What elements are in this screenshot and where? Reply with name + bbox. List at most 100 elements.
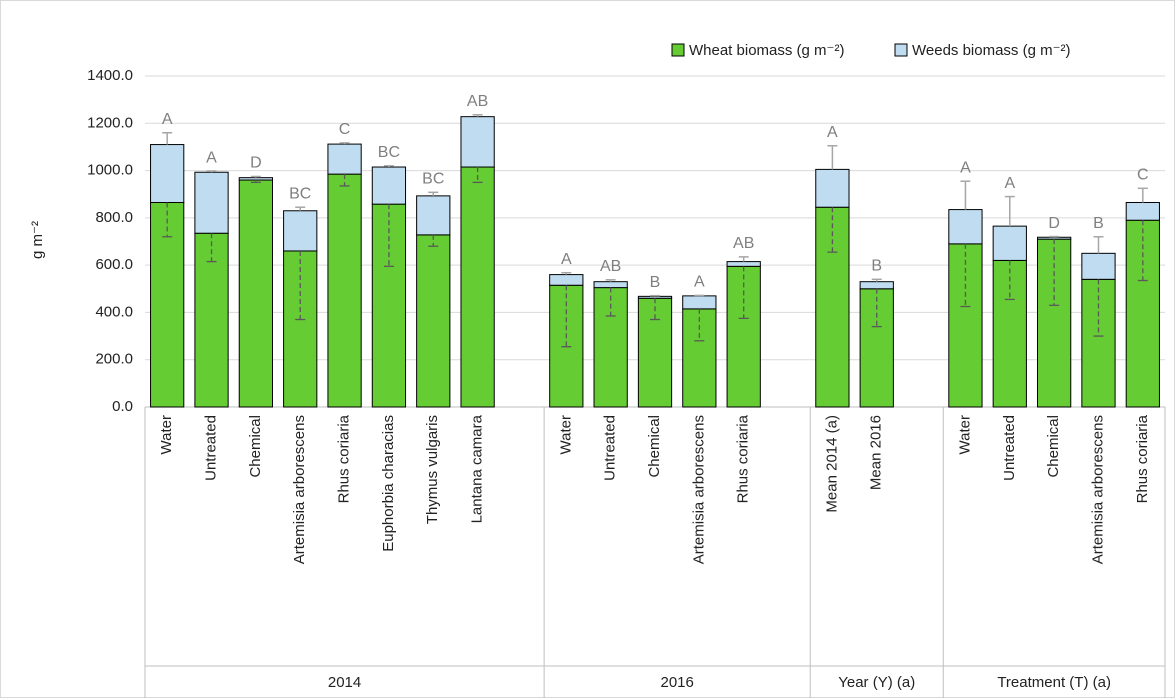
y-tick-label: 1000.0 <box>87 162 133 179</box>
bar-segment <box>726 265 761 408</box>
bar-segment <box>327 143 362 175</box>
significance-letter: A <box>561 251 572 268</box>
error-bar <box>250 175 261 178</box>
error-bar <box>871 288 882 328</box>
error-bar <box>1004 195 1015 227</box>
x-tick-label: Water <box>557 415 574 454</box>
significance-letter: C <box>1137 167 1149 184</box>
bar-segment <box>593 281 628 289</box>
group-label: Year (Y) (a) <box>838 674 915 691</box>
significance-letter: B <box>871 258 882 275</box>
y-tick-label: 200.0 <box>95 351 133 368</box>
error-bar <box>250 180 261 184</box>
bar-segment <box>1081 278 1116 408</box>
error-bar <box>738 256 749 262</box>
error-bar <box>827 144 838 170</box>
significance-letter: C <box>339 121 351 138</box>
x-tick-label: Thymus vulgaris <box>424 415 441 524</box>
bar-segment <box>549 274 584 286</box>
significance-letter: AB <box>467 93 488 110</box>
significance-letter: BC <box>378 144 400 161</box>
bar-segment <box>416 195 451 236</box>
group-label: 2014 <box>328 674 361 691</box>
x-tick-label: Chemical <box>1045 415 1062 478</box>
y-tick-label: 1400.0 <box>87 67 133 84</box>
x-tick-label: Euphorbia characias <box>380 415 397 552</box>
significance-letter: B <box>1093 215 1104 232</box>
significance-letter: BC <box>422 171 444 188</box>
legend-swatch <box>671 43 685 57</box>
bar-segment <box>726 261 761 267</box>
bar-segment <box>150 201 185 408</box>
bar-segment <box>194 171 229 234</box>
y-tick-label: 0.0 <box>112 398 133 415</box>
significance-letter: A <box>206 149 217 166</box>
error-bar <box>162 131 173 145</box>
error-bar <box>428 234 439 247</box>
x-tick-label: Artemisia arborescens <box>690 415 707 564</box>
error-bar <box>561 285 572 348</box>
error-bar <box>383 204 394 267</box>
significance-letter: D <box>250 155 262 172</box>
x-tick-label: Untreated <box>602 415 619 481</box>
bar-segment <box>371 166 407 205</box>
bar-segment <box>283 250 318 408</box>
error-bar <box>339 142 350 145</box>
bar-segment <box>992 259 1027 408</box>
error-bar <box>472 167 483 184</box>
significance-letter: BC <box>289 185 311 202</box>
significance-letter: A <box>827 124 838 141</box>
error-bar <box>871 278 882 282</box>
x-tick-label: Rhus coriaria <box>735 414 752 503</box>
group-label: 2016 <box>660 674 693 691</box>
x-tick-label: Untreated <box>1001 415 1018 481</box>
y-tick-label: 800.0 <box>95 209 133 226</box>
x-tick-label: Artemisia arborescens <box>1089 415 1106 564</box>
bar-segment <box>1125 201 1160 221</box>
error-bar <box>1049 239 1060 306</box>
x-tick-label: Lantana camara <box>469 414 486 523</box>
error-bar <box>428 191 439 196</box>
bar-segment <box>859 281 894 290</box>
error-bar <box>162 202 173 238</box>
x-tick-label: Chemical <box>646 415 663 478</box>
legend-label: Wheat biomass (g m⁻²) <box>689 42 844 59</box>
error-bar <box>339 174 350 187</box>
significance-letter: D <box>1048 215 1060 232</box>
bar-segment <box>371 203 407 408</box>
error-bar <box>295 206 306 211</box>
bar-segment <box>815 168 850 208</box>
error-bar <box>472 114 483 117</box>
x-tick-label: Rhus coriaria <box>336 414 353 503</box>
significance-letter: A <box>1004 175 1015 192</box>
bar-segment <box>460 116 495 168</box>
bar-segment <box>637 295 673 299</box>
y-axis-label: g m⁻² <box>29 221 46 259</box>
significance-letter: AB <box>733 235 754 252</box>
bar-segment <box>1125 219 1160 408</box>
error-bar <box>1049 235 1060 238</box>
error-bar <box>605 287 616 317</box>
bar-segment <box>1081 252 1116 280</box>
error-bar <box>1093 279 1104 337</box>
significance-letter: A <box>162 111 173 128</box>
error-bar <box>605 279 616 282</box>
error-bar <box>694 308 705 342</box>
bar-segment <box>150 144 185 203</box>
bar-segment <box>992 225 1027 261</box>
y-tick-label: 1200.0 <box>87 114 133 131</box>
bar-segment <box>948 209 983 245</box>
group-label: Treatment (T) (a) <box>997 674 1111 691</box>
error-bar <box>206 233 217 263</box>
error-bar <box>1137 187 1148 203</box>
bar-segment <box>238 179 274 408</box>
x-tick-label: Untreated <box>202 415 219 481</box>
bar-segment <box>815 206 850 408</box>
bar-segment <box>682 295 717 310</box>
error-bar <box>960 180 971 210</box>
error-bar <box>960 243 971 308</box>
error-bar <box>561 271 572 275</box>
bar-segment <box>1037 236 1072 240</box>
error-bar <box>827 207 838 253</box>
bar-segment <box>682 308 717 408</box>
